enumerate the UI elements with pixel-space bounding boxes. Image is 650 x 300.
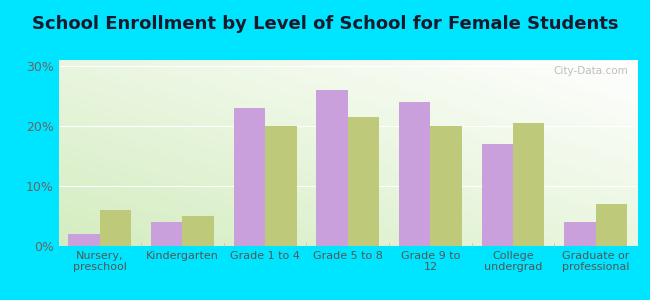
Bar xyxy=(317,90,348,246)
Bar xyxy=(234,108,265,246)
Text: School Enrollment by Level of School for Female Students: School Enrollment by Level of School for… xyxy=(32,15,618,33)
Bar xyxy=(482,144,513,246)
Bar xyxy=(183,216,214,246)
Bar xyxy=(100,210,131,246)
Bar xyxy=(430,126,461,246)
Text: City-Data.com: City-Data.com xyxy=(554,66,629,76)
Bar xyxy=(151,222,183,246)
Bar xyxy=(595,204,627,246)
Bar xyxy=(265,126,296,246)
Bar xyxy=(513,123,545,246)
Bar xyxy=(564,222,595,246)
Bar xyxy=(348,117,379,246)
Bar xyxy=(399,102,430,246)
Bar xyxy=(68,234,100,246)
